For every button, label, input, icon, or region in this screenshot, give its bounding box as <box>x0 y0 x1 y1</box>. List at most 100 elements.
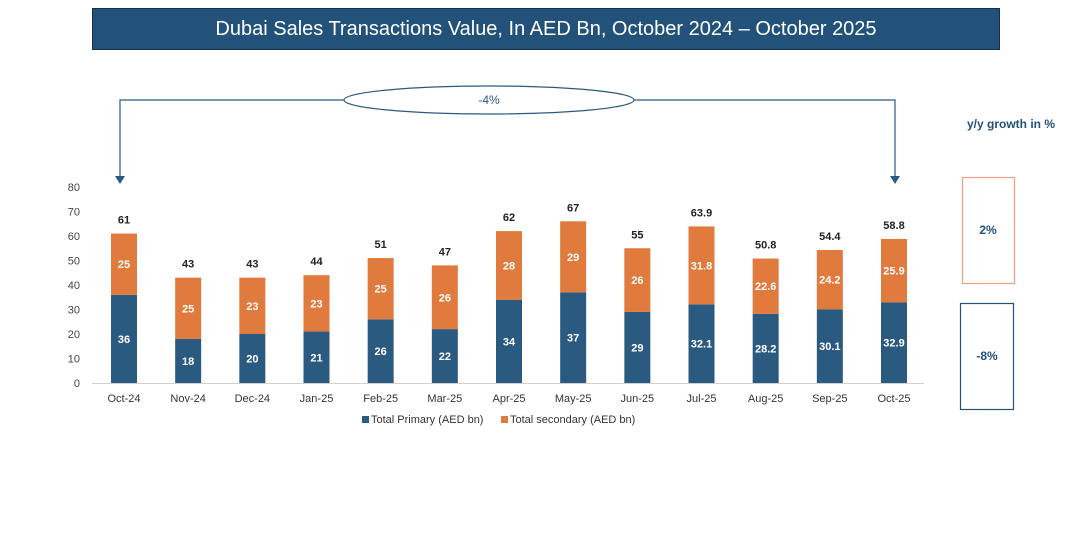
x-tick-label: Mar-25 <box>427 393 462 405</box>
bar-secondary <box>431 265 458 330</box>
bar-primary <box>303 331 330 383</box>
data-label-primary: 22 <box>439 351 451 363</box>
data-label-total: 47 <box>439 246 451 258</box>
yoy-heading: y/y growth in % <box>967 117 1055 131</box>
y-tick-label: 10 <box>68 354 80 366</box>
data-label-total: 44 <box>310 256 323 268</box>
data-label-total: 43 <box>246 259 258 271</box>
data-label-total: 67 <box>567 202 579 214</box>
data-label-secondary: 25 <box>375 284 387 296</box>
y-tick-label: 40 <box>68 280 80 292</box>
bar-primary <box>239 334 266 383</box>
growth-annotation: -4% <box>115 85 900 184</box>
data-label-primary: 34 <box>503 336 516 348</box>
annotation-ellipse <box>343 85 635 115</box>
bar-secondary <box>624 248 651 312</box>
x-tick-label: Apr-25 <box>492 393 525 405</box>
bar-primary <box>175 338 202 383</box>
data-label-primary: 32.9 <box>883 338 904 350</box>
bar-secondary <box>496 231 522 300</box>
legend-label-secondary: Total secondary (AED bn) <box>510 414 635 426</box>
y-tick-label: 80 <box>68 182 80 194</box>
data-label-secondary: 25.9 <box>883 266 904 278</box>
bar-secondary <box>367 258 394 320</box>
y-tick-label: 50 <box>68 256 80 268</box>
y-axis: 0 10 20 30 40 50 60 70 80 <box>68 182 80 390</box>
data-label-total: 63.9 <box>691 207 712 219</box>
data-label-secondary: 29 <box>567 252 579 264</box>
data-label-secondary: 26 <box>631 275 643 287</box>
data-label-primary: 32.1 <box>691 339 712 351</box>
data-label-primary: 37 <box>567 333 579 345</box>
annotation-label: -4% <box>478 93 500 107</box>
data-label-total: 50.8 <box>755 240 776 252</box>
data-label-secondary: 25 <box>182 303 194 315</box>
data-label-total: 51 <box>375 239 387 251</box>
y-tick-label: 0 <box>74 378 80 390</box>
data-label-secondary: 24.2 <box>819 275 840 287</box>
data-label-primary: 21 <box>310 352 322 364</box>
data-label-secondary: 26 <box>439 292 451 304</box>
legend-swatch-primary <box>362 416 369 423</box>
x-tick-label: Nov-24 <box>170 393 205 405</box>
data-label-secondary: 25 <box>118 259 130 271</box>
legend: Total Primary (AED bn) Total secondary (… <box>362 414 635 426</box>
bar-secondary <box>752 258 779 314</box>
arrow-down-icon <box>890 176 900 184</box>
data-label-total: 54.4 <box>819 231 841 243</box>
annotation-line-left <box>119 99 344 182</box>
x-tick-label: Dec-24 <box>235 393 270 405</box>
x-tick-label: Aug-25 <box>748 393 783 405</box>
data-label-primary: 18 <box>182 356 194 368</box>
bar-primary <box>367 319 394 383</box>
data-label-primary: 20 <box>246 354 258 366</box>
data-label-secondary: 22.6 <box>755 281 776 293</box>
data-label-secondary: 23 <box>246 301 258 313</box>
data-label-primary: 29 <box>631 342 643 354</box>
bar-primary <box>496 299 522 383</box>
yoy-primary-box <box>959 302 1015 411</box>
bar-secondary <box>303 275 330 332</box>
x-tick-label: Sep-25 <box>812 393 847 405</box>
data-label-total: 62 <box>503 212 515 224</box>
y-tick-label: 70 <box>68 207 80 219</box>
bar-primary <box>624 311 651 383</box>
legend-label-primary: Total Primary (AED bn) <box>371 414 483 426</box>
annotation-line-right <box>634 99 896 182</box>
x-tick-label: Oct-24 <box>107 393 140 405</box>
bar-secondary <box>816 249 843 310</box>
data-label-total: 43 <box>182 259 194 271</box>
data-label-secondary: 28 <box>503 260 515 272</box>
bar-secondary <box>175 277 202 339</box>
data-label-primary: 26 <box>375 346 387 358</box>
chart-title: Dubai Sales Transactions Value, In AED B… <box>92 8 1000 50</box>
bar-secondary <box>688 226 715 305</box>
y-tick-label: 30 <box>68 305 80 317</box>
data-label-primary: 36 <box>118 334 130 346</box>
x-tick-label: Jul-25 <box>687 393 717 405</box>
bars: 36 25 61 Oct-24 18 25 43 Nov-24 20 23 43 Dec-24 21 23… <box>107 202 910 405</box>
data-label-secondary: 23 <box>310 298 322 310</box>
y-tick-label: 20 <box>68 329 80 341</box>
bar-primary <box>111 294 137 383</box>
bar-primary <box>560 292 587 383</box>
bar-primary <box>881 302 907 383</box>
x-tick-label: Jun-25 <box>621 393 655 405</box>
yoy-secondary-value: 2% <box>979 223 997 237</box>
bar-primary <box>816 309 843 383</box>
data-label-secondary: 31.8 <box>691 260 712 272</box>
legend-swatch-secondary <box>501 416 508 423</box>
x-tick-label: May-25 <box>555 393 592 405</box>
data-label-total: 61 <box>118 215 130 227</box>
bar-secondary <box>881 238 907 303</box>
bar-primary <box>431 329 458 383</box>
data-label-primary: 30.1 <box>819 341 840 353</box>
data-label-total: 55 <box>631 229 643 241</box>
bar-secondary <box>560 221 587 293</box>
y-tick-label: 60 <box>68 231 80 243</box>
x-tick-label: Oct-25 <box>877 393 910 405</box>
bar-secondary <box>239 277 266 334</box>
data-label-primary: 28.2 <box>755 343 776 355</box>
bar-secondary <box>111 233 137 295</box>
